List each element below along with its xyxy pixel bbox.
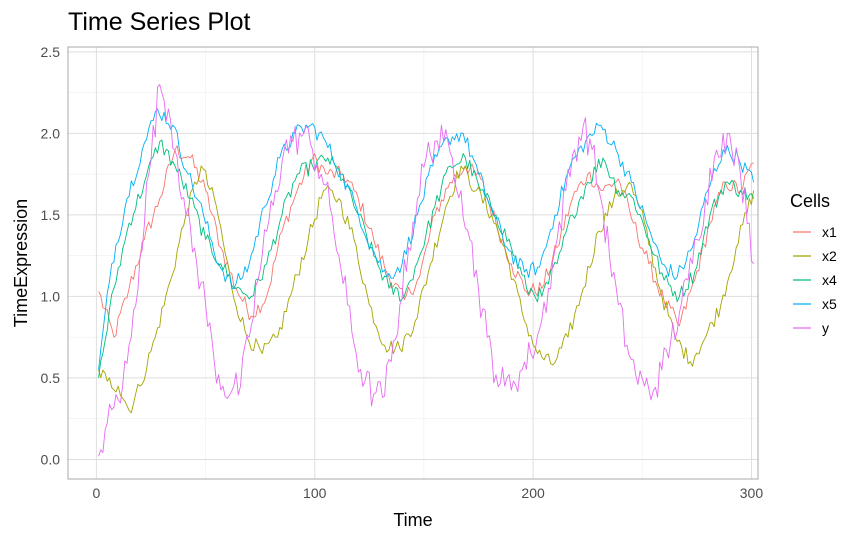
x-tick-label: 0 [92, 485, 100, 501]
legend-label-x1: x1 [822, 224, 837, 240]
y-tick-label: 0.5 [41, 370, 61, 386]
y-tick-label: 1.0 [41, 288, 61, 304]
series-line-x4 [98, 139, 755, 378]
legend-title: Cells [790, 191, 830, 211]
y-tick-label: 2.0 [41, 125, 61, 141]
y-tick-label: 0.0 [41, 451, 61, 467]
legend-label-x4: x4 [822, 272, 837, 288]
series-line-x2 [98, 165, 755, 414]
legend-label-x5: x5 [822, 296, 837, 312]
series-line-x1 [98, 145, 754, 338]
legend-label-y: y [822, 320, 829, 336]
series-layer [98, 84, 755, 457]
y-tick-label: 2.5 [41, 44, 61, 60]
legend-label-x2: x2 [822, 248, 837, 264]
y-tick-label: 1.5 [41, 207, 61, 223]
y-axis-title: TimeExpression [11, 199, 31, 327]
panel-border [67, 46, 759, 480]
legend-items: x1 x2 x4 x5 y [793, 224, 837, 336]
x-axis-title: Time [393, 510, 432, 530]
grid [68, 47, 758, 479]
x-tick-label: 200 [521, 485, 545, 501]
series-line-x5 [98, 108, 755, 370]
legend: Cells x1 x2 x4 x5 y [790, 191, 837, 336]
x-tick-label: 300 [740, 485, 764, 501]
x-tick-label: 100 [303, 485, 327, 501]
series-line-y [98, 84, 754, 457]
axis-ticks: 0.0 0.5 1.0 1.5 2.0 2.5 0 100 200 300 [41, 44, 764, 501]
chart-title: Time Series Plot [68, 8, 251, 36]
